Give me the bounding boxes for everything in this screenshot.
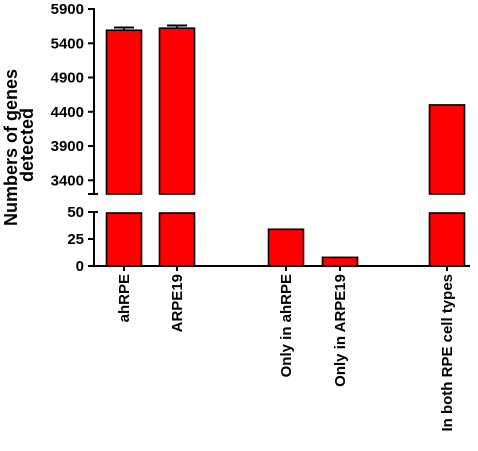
y-tick-label: 4400 — [51, 104, 84, 121]
y-tick-label: 4900 — [51, 70, 84, 87]
y-tick-label: 50 — [67, 204, 84, 221]
bar-ahrpe-lower — [105, 212, 143, 267]
bar-in-both-rpe-cell-types-upper — [428, 104, 466, 195]
axis-break-gap — [427, 195, 467, 212]
bars-layer — [104, 24, 467, 267]
bar-ahrpe-upper — [105, 29, 143, 195]
y-tick-label: 3400 — [51, 172, 84, 189]
bar-only-in-ahrpe — [267, 228, 305, 267]
y-axis-title-line-1: Numbers of genes — [1, 69, 21, 226]
bar-in-both-rpe-cell-types-lower — [428, 212, 466, 267]
x-category-label: Only in ahRPE — [278, 274, 295, 377]
y-tick-label: 3900 — [51, 138, 84, 155]
x-category-label: ahRPE — [116, 274, 133, 322]
axes-layer: 3400 3900 4400 4900 5400 5900 0 25 50 ahRPE ARPE19… — [51, 1, 470, 432]
x-category-label: In both RPE cell types — [439, 274, 456, 432]
y-axis-title: Numbers of genes detected — [1, 64, 37, 226]
bar-arpe19-upper — [158, 27, 196, 195]
x-category-label: Only in ARPE19 — [332, 274, 349, 387]
y-tick-label: 5400 — [51, 35, 84, 52]
x-category-label: ARPE19 — [169, 274, 186, 332]
y-axis-title-line-2: detected — [17, 108, 37, 182]
axis-break-gap — [157, 195, 197, 212]
bar-arpe19-lower — [158, 212, 196, 267]
axis-break-gap — [104, 195, 144, 212]
y-tick-label: 25 — [67, 231, 84, 248]
bar-only-in-arpe19 — [321, 256, 359, 267]
y-tick-label: 0 — [76, 258, 84, 275]
y-tick-label: 5900 — [51, 1, 84, 18]
